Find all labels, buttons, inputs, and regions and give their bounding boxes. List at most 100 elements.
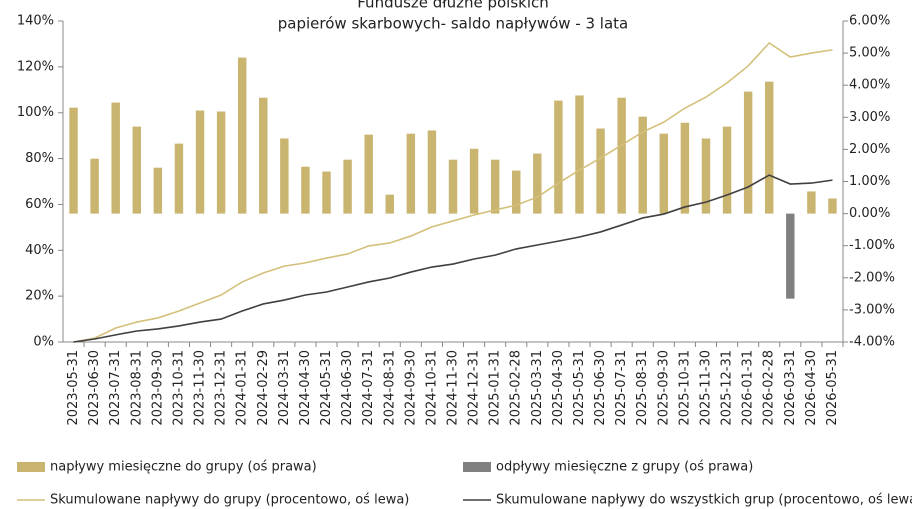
x-tick-label: 2024-10-31 bbox=[424, 350, 439, 426]
x-tick-label: 2023-12-31 bbox=[214, 350, 229, 426]
x-tick-label: 2025-04-30 bbox=[551, 350, 566, 426]
y2-tick-label: -2.00% bbox=[849, 270, 895, 285]
x-tick-label: 2023-10-31 bbox=[171, 350, 186, 426]
bar bbox=[385, 194, 394, 214]
x-tick-label: 2024-07-31 bbox=[361, 350, 376, 426]
y2-tick-label: 6.00% bbox=[849, 14, 890, 29]
y-tick-label: 60% bbox=[25, 197, 54, 212]
bar bbox=[153, 167, 163, 214]
y2-tick-label: 3.00% bbox=[849, 110, 890, 125]
x-tick-label: 2024-02-29 bbox=[256, 350, 271, 426]
y2-tick-label: -3.00% bbox=[849, 302, 895, 317]
bar bbox=[69, 107, 78, 214]
bar bbox=[596, 128, 605, 214]
x-tick-label: 2025-08-31 bbox=[635, 350, 650, 426]
x-tick-label: 2026-03-31 bbox=[783, 350, 798, 426]
x-tick-label: 2024-11-30 bbox=[446, 350, 461, 426]
y2-tick-label: 2.00% bbox=[849, 142, 890, 157]
bar bbox=[174, 143, 184, 214]
y2-tick-label: 0.00% bbox=[849, 206, 890, 221]
bar bbox=[343, 159, 352, 214]
x-tick-label: 2026-04-30 bbox=[804, 350, 819, 426]
x-tick-label: 2023-07-31 bbox=[108, 350, 123, 426]
x-tick-label: 2025-09-30 bbox=[656, 350, 671, 426]
y2-tick-label: 5.00% bbox=[849, 46, 890, 61]
y-tick-label: 0% bbox=[33, 335, 54, 350]
x-tick-label: 2023-11-30 bbox=[193, 350, 208, 426]
x-tick-label: 2024-09-30 bbox=[403, 350, 418, 426]
y2-tick-label: 1.00% bbox=[849, 174, 890, 189]
legend-label: napływy miesięczne do grupy (oś prawa) bbox=[50, 460, 317, 475]
bar bbox=[364, 134, 373, 214]
bar bbox=[680, 122, 690, 214]
x-tick-label: 2025-06-30 bbox=[593, 350, 608, 426]
bar bbox=[490, 159, 500, 214]
legend-label: Skumulowane napływy do grupy (procentowo… bbox=[50, 493, 409, 508]
line bbox=[73, 41, 833, 343]
x-tick-label: 2023-08-31 bbox=[129, 350, 144, 426]
bar bbox=[743, 91, 753, 214]
x-tick-label: 2025-05-31 bbox=[572, 350, 587, 426]
x-tick-label: 2024-01-31 bbox=[235, 350, 250, 426]
bar bbox=[322, 171, 331, 214]
bar bbox=[554, 100, 563, 214]
bar bbox=[427, 130, 437, 214]
bar bbox=[406, 133, 416, 214]
legend-label: odpływy miesięczne z grupy (oś prawa) bbox=[496, 460, 753, 475]
bar bbox=[828, 198, 837, 214]
x-tick-label: 2025-02-28 bbox=[509, 350, 524, 426]
x-tick-label: 2026-02-28 bbox=[762, 350, 777, 426]
x-tick-label: 2024-05-31 bbox=[319, 350, 334, 426]
bar bbox=[132, 126, 141, 214]
x-tick-label: 2025-03-31 bbox=[530, 350, 545, 426]
legend-swatch bbox=[463, 462, 491, 472]
x-tick-label: 2024-12-31 bbox=[467, 350, 482, 426]
bar bbox=[765, 81, 774, 214]
y2-tick-label: -1.00% bbox=[849, 238, 895, 253]
x-tick-label: 2023-09-30 bbox=[150, 350, 165, 426]
y2-tick-label: -4.00% bbox=[849, 335, 895, 350]
bar bbox=[469, 148, 479, 214]
y-tick-label: 100% bbox=[17, 105, 54, 120]
bar bbox=[722, 126, 732, 214]
line bbox=[73, 174, 833, 343]
x-tick-label: 2025-11-30 bbox=[698, 350, 713, 426]
x-tick-label: 2025-07-31 bbox=[614, 350, 629, 426]
x-tick-label: 2023-05-31 bbox=[66, 350, 81, 426]
bar bbox=[659, 133, 669, 214]
x-tick-label: 2026-05-31 bbox=[825, 350, 840, 426]
y-tick-label: 140% bbox=[17, 14, 54, 29]
x-tick-label: 2024-06-30 bbox=[340, 350, 355, 426]
x-tick-label: 2024-08-31 bbox=[382, 350, 397, 426]
bar bbox=[786, 213, 795, 299]
bar bbox=[638, 116, 647, 214]
legend-swatch bbox=[17, 462, 45, 472]
x-tick-label: 2025-01-31 bbox=[488, 350, 503, 426]
y-tick-label: 80% bbox=[25, 151, 54, 166]
bar bbox=[259, 97, 268, 214]
y-tick-label: 40% bbox=[25, 243, 54, 258]
bar bbox=[301, 166, 310, 214]
bar bbox=[575, 95, 584, 214]
bar bbox=[617, 97, 626, 214]
x-tick-label: 2025-10-31 bbox=[677, 350, 692, 426]
x-tick-label: 2026-01-31 bbox=[741, 350, 756, 426]
bar bbox=[807, 191, 816, 214]
y-tick-label: 120% bbox=[17, 59, 54, 74]
bar bbox=[216, 111, 226, 214]
chart-title: Fundusze dłużne polskich bbox=[357, 0, 549, 12]
y2-tick-label: 4.00% bbox=[849, 78, 890, 93]
y-tick-label: 20% bbox=[25, 289, 54, 304]
x-tick-label: 2024-03-31 bbox=[277, 350, 292, 426]
bar bbox=[533, 153, 542, 214]
bar bbox=[280, 138, 289, 214]
bar bbox=[512, 170, 521, 214]
x-tick-label: 2023-06-30 bbox=[87, 350, 102, 426]
legend-label: Skumulowane napływy do wszystkich grup (… bbox=[496, 493, 912, 508]
bar bbox=[701, 138, 711, 214]
x-tick-label: 2025-12-31 bbox=[720, 350, 735, 426]
bar bbox=[111, 102, 120, 214]
bar bbox=[448, 159, 458, 214]
bar bbox=[90, 158, 99, 214]
